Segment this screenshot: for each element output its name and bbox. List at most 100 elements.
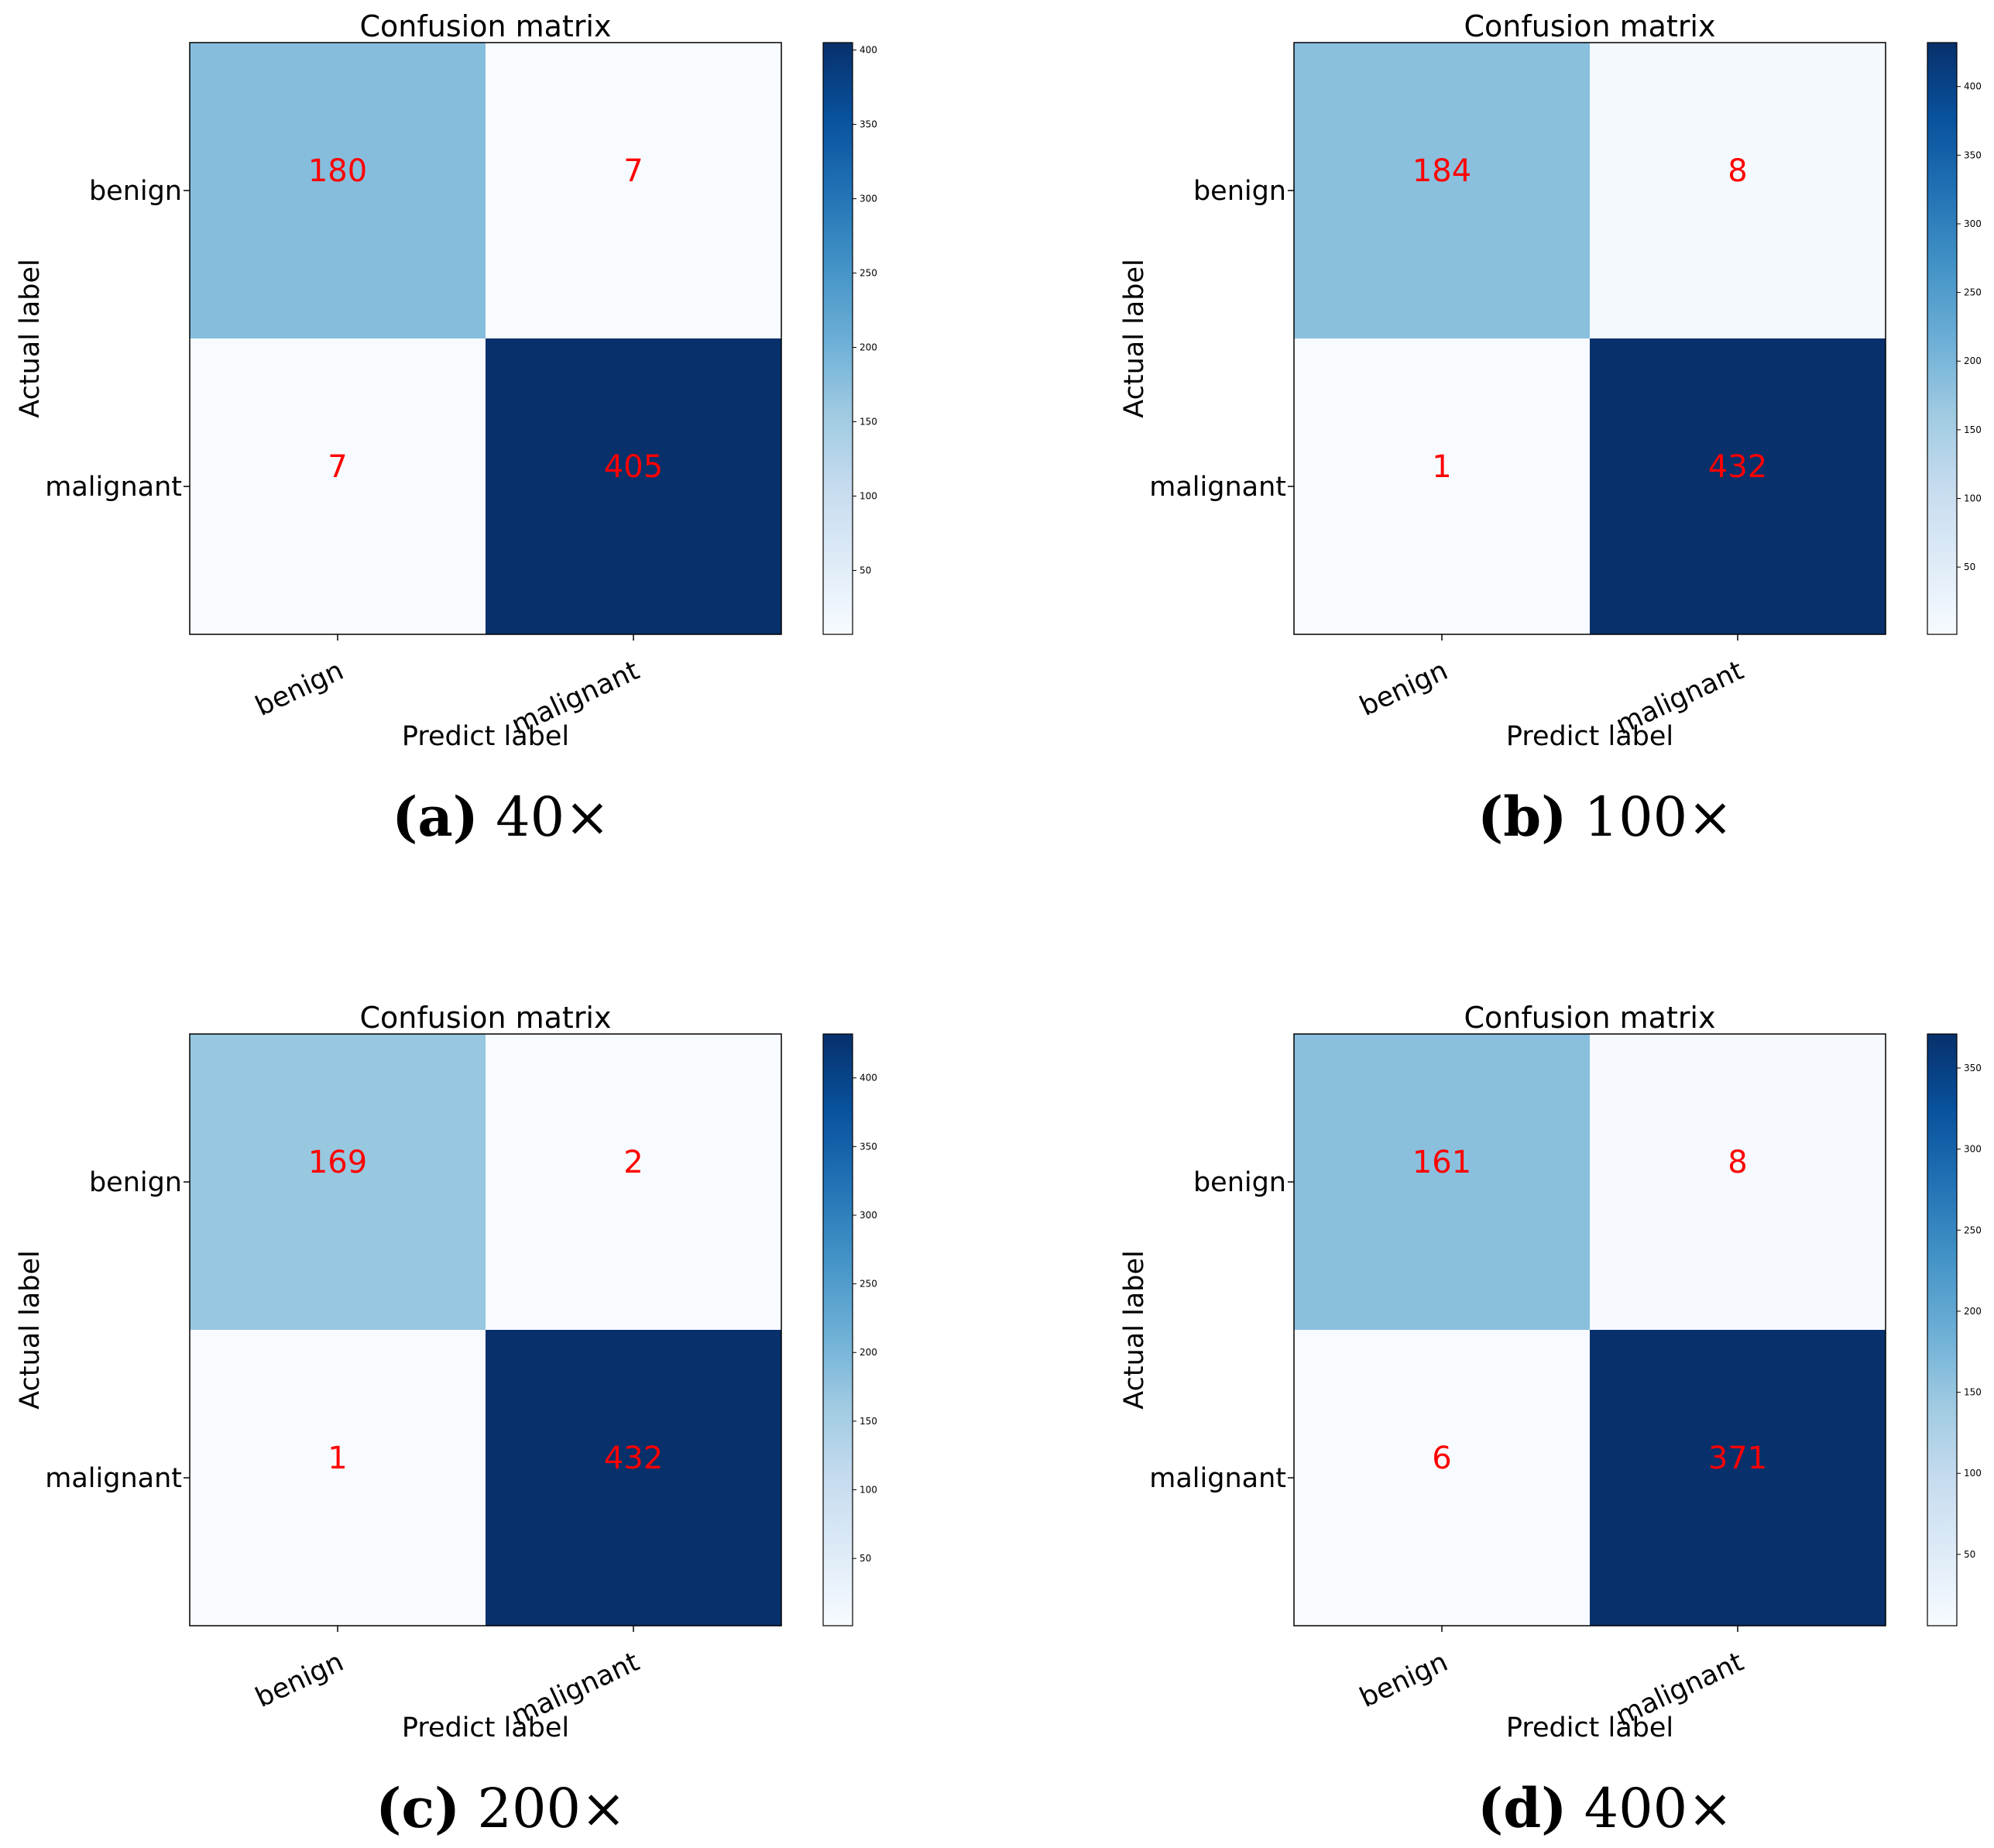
cell-value-benign-benign: 161 [1412,1145,1471,1180]
x-axis-label: Predict label [402,1712,569,1743]
y-axis-label: Actual label [15,1250,46,1409]
colorbar-tick-250: 250 [1964,287,1982,298]
confusion-matrix-panel-3: Confusion matrix 169 2 1 432 benign malignant b… [15,1001,877,1840]
cell-benign-malignant [1590,43,1886,338]
colorbar-tick-250: 250 [860,268,877,279]
subfigure-caption: (c) 200× [376,1776,626,1840]
subfigure-caption: (d) 400× [1477,1776,1733,1840]
colorbar-tick-100: 100 [860,1485,877,1496]
y-tick-label-benign: benign [89,1167,182,1198]
y-tick-label-malignant: malignant [45,472,182,503]
cell-malignant-malignant [486,1330,781,1626]
caption-letter: (d) [1477,1776,1567,1840]
caption-text: 100× [1567,785,1733,849]
y-tick-label-malignant: malignant [1149,1463,1286,1494]
x-tick-label-benign: benign [1355,655,1453,723]
cell-value-benign-malignant: 8 [1728,1145,1747,1180]
colorbar-tick-350: 350 [1964,1063,1982,1073]
colorbar [1927,1033,1958,1626]
cell-value-benign-benign: 169 [308,1145,367,1180]
cell-benign-malignant [1590,1034,1886,1330]
colorbar-tick-400: 400 [860,45,877,56]
colorbar-tick-150: 150 [860,1416,877,1427]
x-tick-label-benign: benign [251,655,348,723]
colorbar-tick-300: 300 [1964,218,1982,229]
cell-benign-benign [1294,1034,1590,1330]
cell-benign-malignant [486,1034,781,1330]
colorbar-tick-100: 100 [860,490,877,501]
colorbar-tick-350: 350 [860,1141,877,1152]
cell-value-malignant-benign: 6 [1432,1441,1451,1476]
y-axis-label: Actual label [1119,1250,1150,1409]
colorbar [822,1033,853,1626]
chart-title: Confusion matrix [360,9,612,43]
colorbar-tick-100: 100 [1964,493,1982,504]
y-axis-label: Actual label [15,259,46,417]
chart-title: Confusion matrix [1464,1001,1716,1035]
cell-malignant-benign [1294,1330,1590,1626]
cell-malignant-malignant [1590,1330,1886,1626]
cell-benign-benign [190,1034,486,1330]
colorbar-tick-250: 250 [860,1279,877,1290]
plot-frame [1293,42,1886,635]
plot-frame [189,42,782,635]
colorbar-tick-400: 400 [1964,81,1982,92]
colorbar-tick-400: 400 [860,1073,877,1084]
cell-value-malignant-malignant: 405 [604,449,663,485]
cell-malignant-malignant [486,338,781,634]
y-tick-label-benign: benign [1193,176,1286,207]
y-tick-label-benign: benign [89,176,182,207]
colorbar [822,42,853,635]
colorbar-tick-300: 300 [1964,1144,1982,1155]
colorbar-tick-50: 50 [860,1553,871,1564]
colorbar-tick-150: 150 [860,416,877,427]
x-axis-label: Predict label [402,721,569,752]
x-tick-label-benign: benign [1355,1647,1453,1714]
cell-malignant-benign [1294,338,1590,634]
y-tick-label-benign: benign [1193,1167,1286,1198]
cell-malignant-malignant [1590,338,1886,634]
plot-frame [1293,1033,1886,1626]
cell-value-malignant-benign: 1 [1432,449,1451,485]
subfigure-caption: (a) 40× [392,785,610,849]
colorbar-tick-300: 300 [860,194,877,204]
cell-benign-benign [1294,43,1590,338]
cell-value-malignant-malignant: 371 [1708,1441,1767,1476]
plot-frame [189,1033,782,1626]
cell-malignant-benign [190,1330,486,1626]
caption-text: 400× [1567,1777,1733,1840]
colorbar-tick-200: 200 [1964,356,1982,366]
confusion-matrix-panel-2: Confusion matrix 184 8 1 432 benign malignant b… [1119,9,1982,849]
colorbar-tick-50: 50 [1964,1549,1975,1560]
colorbar-tick-350: 350 [1964,149,1982,160]
cell-value-benign-malignant: 7 [623,153,643,189]
cell-malignant-benign [190,338,486,634]
caption-letter: (c) [376,1776,460,1840]
cell-value-malignant-benign: 1 [328,1441,347,1476]
colorbar-tick-50: 50 [860,565,871,575]
cell-value-benign-benign: 184 [1412,153,1471,189]
caption-text: 200× [460,1777,626,1840]
colorbar-tick-200: 200 [860,342,877,353]
x-tick-label-benign: benign [251,1647,348,1714]
colorbar-tick-250: 250 [1964,1225,1982,1235]
confusion-matrix-panel-4: Confusion matrix 161 8 6 371 benign malignant b… [1119,1001,1982,1840]
colorbar [1927,42,1958,635]
colorbar-tick-100: 100 [1964,1468,1982,1479]
chart-title: Confusion matrix [360,1001,612,1035]
caption-letter: (b) [1477,785,1567,849]
y-tick-label-malignant: malignant [45,1463,182,1494]
cell-value-benign-benign: 180 [308,153,367,189]
chart-title: Confusion matrix [1464,9,1716,43]
confusion-matrix-panel-1: Confusion matrix 180 7 7 405 benign malignant b… [15,9,877,849]
cell-value-malignant-malignant: 432 [604,1441,663,1476]
cell-value-malignant-malignant: 432 [1708,449,1767,485]
cell-value-malignant-benign: 7 [328,449,347,485]
colorbar-tick-300: 300 [860,1210,877,1221]
y-axis-label: Actual label [1119,259,1150,417]
x-axis-label: Predict label [1506,1712,1673,1743]
y-tick-label-malignant: malignant [1149,472,1286,503]
caption-letter: (a) [392,785,479,849]
colorbar-tick-200: 200 [1964,1306,1982,1317]
